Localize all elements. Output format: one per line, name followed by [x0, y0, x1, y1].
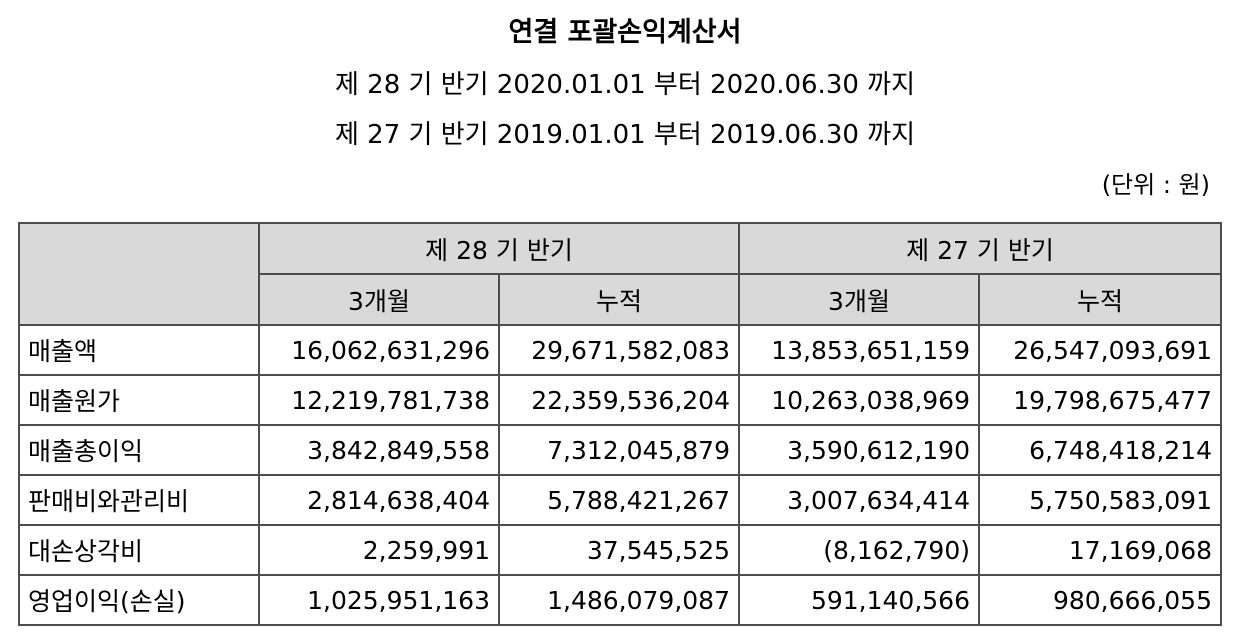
value-cell: 16,062,631,296 [258, 324, 500, 376]
value-cell: 22,359,536,204 [498, 374, 740, 426]
table-row-gross-profit: 매출총이익 3,842,849,558 7,312,045,879 3,590,… [18, 424, 1222, 476]
value-cell: 980,666,055 [978, 574, 1222, 626]
unit-label: (단위 : 원) [1101, 171, 1210, 199]
value-cell: 3,590,612,190 [738, 424, 980, 476]
value-cell: 5,750,583,091 [978, 474, 1222, 526]
value-cell: 10,263,038,969 [738, 374, 980, 426]
header-corner-cell [18, 222, 260, 326]
value-cell: 13,853,651,159 [738, 324, 980, 376]
value-cell: 17,169,068 [978, 524, 1222, 576]
income-statement-table: 제 28 기 반기 제 27 기 반기 3개월 누적 3개월 누적 매출액 16… [18, 222, 1222, 626]
statement-title: 연결 포괄손익계산서 [508, 17, 742, 48]
row-label: 매출총이익 [18, 424, 260, 476]
table-row-bad-debt: 대손상각비 2,259,991 37,545,525 (8,162,790) 1… [18, 524, 1222, 576]
header-28-cumulative: 누적 [498, 273, 740, 326]
value-cell: 26,547,093,691 [978, 324, 1222, 376]
row-label: 매출액 [18, 324, 260, 376]
value-cell: 591,140,566 [738, 574, 980, 626]
value-cell: 2,259,991 [258, 524, 500, 576]
table-row-operating-income: 영업이익(손실) 1,025,951,163 1,486,079,087 591… [18, 574, 1222, 626]
value-cell: 7,312,045,879 [498, 424, 740, 476]
value-cell: 1,486,079,087 [498, 574, 740, 626]
value-cell: 29,671,582,083 [498, 324, 740, 376]
header-27-cumulative: 누적 [978, 273, 1222, 326]
header-27-three-months: 3개월 [738, 273, 980, 326]
header-28-three-months: 3개월 [258, 273, 500, 326]
header-period-27: 제 27 기 반기 [738, 222, 1222, 275]
prior-period: 제 27 기 반기 2019.01.01 부터 2019.06.30 까지 [334, 120, 916, 150]
row-label: 매출원가 [18, 374, 260, 426]
row-label: 판매비와관리비 [18, 474, 260, 526]
value-cell: 37,545,525 [498, 524, 740, 576]
value-cell: 5,788,421,267 [498, 474, 740, 526]
header-row-subcolumns: 3개월 누적 3개월 누적 [19, 273, 1222, 326]
table-row-revenue: 매출액 16,062,631,296 29,671,582,083 13,853… [18, 324, 1222, 376]
value-cell: 12,219,781,738 [258, 374, 500, 426]
current-period: 제 28 기 반기 2020.01.01 부터 2020.06.30 까지 [334, 70, 916, 100]
header-period-28: 제 28 기 반기 [258, 222, 740, 275]
row-label: 대손상각비 [18, 524, 260, 576]
value-cell: 19,798,675,477 [978, 374, 1222, 426]
row-label: 영업이익(손실) [18, 574, 260, 626]
value-cell: 6,748,418,214 [978, 424, 1222, 476]
value-cell: 2,814,638,404 [258, 474, 500, 526]
value-cell: 3,842,849,558 [258, 424, 500, 476]
value-cell: 1,025,951,163 [258, 574, 500, 626]
value-cell: (8,162,790) [738, 524, 980, 576]
table-row-sga: 판매비와관리비 2,814,638,404 5,788,421,267 3,00… [18, 474, 1222, 526]
header-row-periods: 제 28 기 반기 제 27 기 반기 [18, 222, 1222, 326]
value-cell: 3,007,634,414 [738, 474, 980, 526]
table-row-cost-of-sales: 매출원가 12,219,781,738 22,359,536,204 10,26… [18, 374, 1222, 426]
